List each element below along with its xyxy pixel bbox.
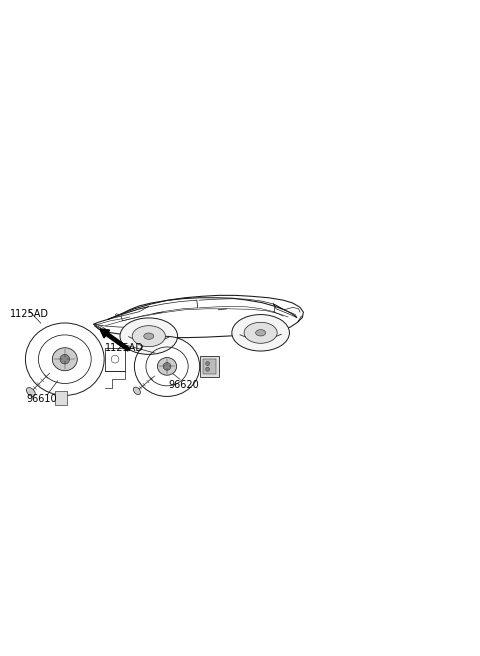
Ellipse shape [144, 333, 154, 339]
FancyBboxPatch shape [55, 391, 67, 405]
FancyBboxPatch shape [200, 356, 218, 377]
Ellipse shape [132, 325, 165, 346]
Circle shape [163, 363, 171, 370]
Circle shape [60, 354, 70, 364]
Ellipse shape [52, 348, 77, 371]
Ellipse shape [120, 318, 178, 354]
Text: 96620: 96620 [168, 380, 199, 390]
Circle shape [206, 367, 210, 371]
Ellipse shape [232, 315, 289, 351]
FancyArrow shape [100, 329, 130, 351]
Ellipse shape [26, 388, 35, 396]
Text: 1125AD: 1125AD [105, 343, 144, 354]
Circle shape [206, 361, 210, 365]
FancyBboxPatch shape [203, 359, 216, 374]
Ellipse shape [244, 322, 277, 343]
Text: 1125AD: 1125AD [10, 309, 48, 319]
Ellipse shape [133, 387, 141, 395]
Text: 96610: 96610 [26, 394, 57, 404]
Ellipse shape [157, 358, 177, 375]
Ellipse shape [256, 329, 266, 336]
